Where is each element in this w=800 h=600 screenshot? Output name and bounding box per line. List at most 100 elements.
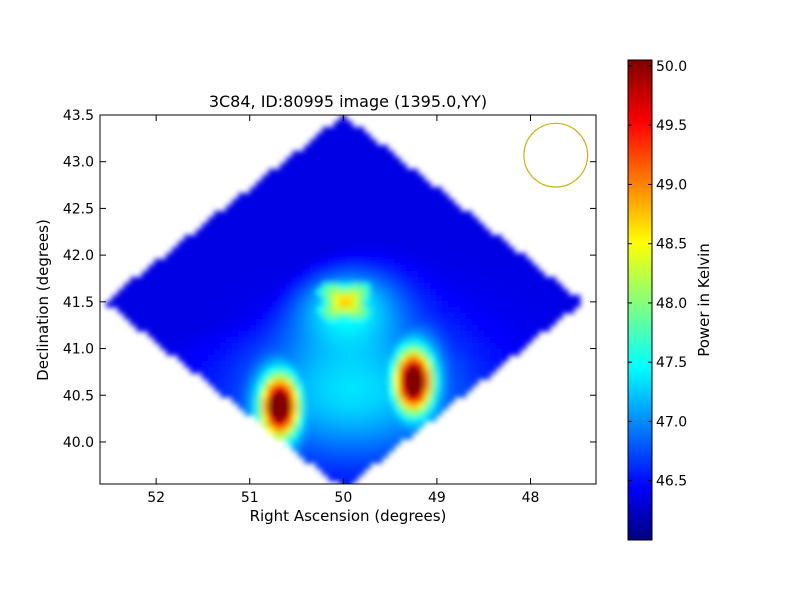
heatmap-cell bbox=[232, 277, 239, 284]
heatmap-cell bbox=[304, 373, 311, 380]
heatmap-cell bbox=[388, 445, 395, 452]
heatmap-cell bbox=[124, 289, 131, 296]
heatmap-cell bbox=[292, 277, 299, 284]
heatmap-cell bbox=[190, 277, 197, 284]
heatmap-cell bbox=[370, 199, 377, 206]
heatmap-cell bbox=[304, 337, 311, 344]
heatmap-cell bbox=[322, 265, 329, 272]
heatmap-cell bbox=[364, 439, 371, 446]
heatmap-cell bbox=[298, 241, 305, 248]
heatmap-cell bbox=[382, 247, 389, 254]
heatmap-cell bbox=[430, 301, 437, 308]
heatmap-cell bbox=[154, 325, 161, 332]
heatmap-cell bbox=[346, 427, 353, 434]
heatmap-cell bbox=[412, 205, 419, 212]
heatmap-cell bbox=[478, 253, 485, 260]
heatmap-cell bbox=[364, 271, 371, 278]
heatmap-cell bbox=[478, 259, 485, 266]
heatmap-cell bbox=[298, 439, 305, 446]
heatmap-cell bbox=[298, 217, 305, 224]
heatmap-cell bbox=[214, 211, 221, 218]
heatmap-cell bbox=[220, 277, 227, 284]
heatmap-cell bbox=[328, 151, 335, 158]
heatmap-cell bbox=[418, 289, 425, 296]
heatmap-cell bbox=[322, 163, 329, 170]
heatmap-cell bbox=[358, 133, 365, 140]
heatmap-cell bbox=[406, 187, 413, 194]
heatmap-cell bbox=[232, 319, 239, 326]
heatmap-cell bbox=[316, 229, 323, 236]
heatmap-cell bbox=[406, 421, 413, 428]
heatmap-cell bbox=[316, 241, 323, 248]
heatmap-cell bbox=[358, 211, 365, 218]
heatmap-cell bbox=[472, 355, 479, 362]
heatmap-cell bbox=[382, 295, 389, 302]
heatmap-cell bbox=[364, 295, 371, 302]
heatmap-cell bbox=[532, 301, 539, 308]
heatmap-cell bbox=[178, 241, 185, 248]
heatmap-cell bbox=[454, 373, 461, 380]
heatmap-cell bbox=[262, 175, 269, 182]
heatmap-cell bbox=[412, 367, 419, 374]
heatmap-cell bbox=[370, 277, 377, 284]
heatmap-cell bbox=[490, 277, 497, 284]
heatmap-cell bbox=[562, 307, 569, 314]
heatmap-cell bbox=[400, 343, 407, 350]
heatmap-cell bbox=[550, 295, 557, 302]
heatmap-cell bbox=[244, 265, 251, 272]
heatmap-cell bbox=[256, 313, 263, 320]
heatmap-cell bbox=[334, 169, 341, 176]
colorbar-ticks: 46.547.047.548.048.549.049.550.0 bbox=[628, 59, 687, 490]
heatmap-cell bbox=[184, 313, 191, 320]
heatmap-cell bbox=[346, 307, 353, 314]
heatmap-cell bbox=[364, 349, 371, 356]
heatmap-cell bbox=[202, 307, 209, 314]
heatmap-cell bbox=[418, 241, 425, 248]
heatmap-cell bbox=[364, 331, 371, 338]
heatmap-cell bbox=[118, 307, 125, 314]
heatmap-cell bbox=[310, 427, 317, 434]
heatmap-cell bbox=[412, 301, 419, 308]
heatmap-cell bbox=[538, 289, 545, 296]
heatmap-cell bbox=[358, 205, 365, 212]
heatmap-cell bbox=[202, 253, 209, 260]
heatmap-cell bbox=[328, 283, 335, 290]
heatmap-cell bbox=[286, 409, 293, 416]
x-tick-label: 48 bbox=[522, 490, 540, 506]
heatmap-cell bbox=[310, 139, 317, 146]
heatmap-cell bbox=[430, 187, 437, 194]
heatmap-cell bbox=[436, 325, 443, 332]
heatmap-cell bbox=[130, 307, 137, 314]
heatmap-cell bbox=[526, 319, 533, 326]
heatmap-cell bbox=[340, 343, 347, 350]
heatmap-cell bbox=[430, 247, 437, 254]
heatmap-cell bbox=[376, 193, 383, 200]
heatmap-cell bbox=[436, 271, 443, 278]
heatmap-cell bbox=[388, 343, 395, 350]
heatmap-cell bbox=[400, 391, 407, 398]
heatmap-cell bbox=[436, 193, 443, 200]
heatmap-cell bbox=[376, 283, 383, 290]
heatmap-cell bbox=[364, 253, 371, 260]
heatmap-cell bbox=[346, 295, 353, 302]
heatmap-cell bbox=[370, 223, 377, 230]
heatmap-cell bbox=[424, 211, 431, 218]
heatmap-cell bbox=[268, 181, 275, 188]
heatmap-cell bbox=[238, 193, 245, 200]
heatmap-cell bbox=[316, 139, 323, 146]
heatmap-cell bbox=[298, 181, 305, 188]
heatmap-cell bbox=[292, 169, 299, 176]
heatmap-cell bbox=[292, 349, 299, 356]
heatmap-cell bbox=[376, 163, 383, 170]
heatmap-cell bbox=[262, 307, 269, 314]
heatmap-cell bbox=[466, 343, 473, 350]
heatmap-cell bbox=[466, 361, 473, 368]
heatmap-cell bbox=[394, 409, 401, 416]
heatmap-cell bbox=[358, 145, 365, 152]
heatmap-cell bbox=[346, 127, 353, 134]
heatmap-cell bbox=[472, 337, 479, 344]
heatmap-cell bbox=[382, 235, 389, 242]
heatmap-cell bbox=[358, 187, 365, 194]
heatmap-cell bbox=[304, 241, 311, 248]
heatmap-cell bbox=[418, 331, 425, 338]
